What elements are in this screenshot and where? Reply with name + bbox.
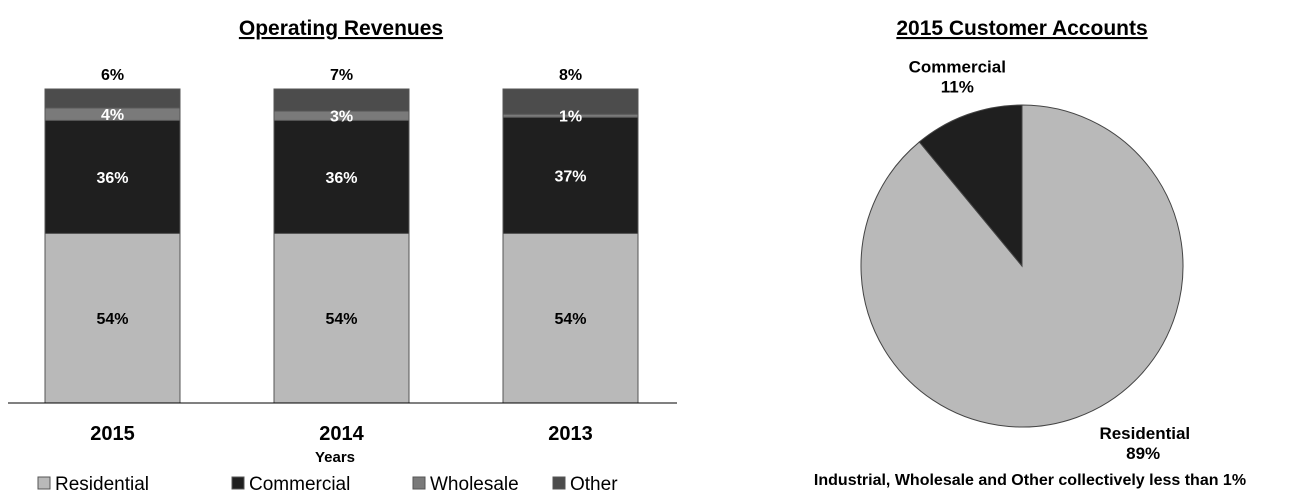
bar-label-2013-other: 8% — [559, 67, 582, 84]
legend-label-wholesale: Wholesale — [430, 474, 519, 495]
bar-2013-other — [502, 88, 639, 115]
legend-label-commercial: Commercial — [249, 474, 350, 495]
legend-label-other: Other — [570, 474, 618, 495]
bar-chart-title: Operating Revenues — [239, 17, 443, 40]
bar-group: 54% 36% 4% 6% 54% 36% 3% 7% 54% 37% 1% 8% — [44, 67, 639, 404]
bar-label-2013-wholesale: 1% — [559, 109, 582, 126]
x-axis-title: Years — [315, 449, 355, 466]
pie-slice-commercial — [918, 104, 1023, 268]
year-label-group: 2015 2014 2013 — [90, 423, 593, 445]
pie-group — [860, 104, 1184, 428]
pie-label-name-commercial: Commercial — [909, 57, 1006, 76]
pie-chart-title: 2015 Customer Accounts — [896, 17, 1147, 40]
legend-swatch-commercial — [231, 476, 245, 490]
operating-revenues-chart: Operating Revenues 54%36%4%6%54%36%3%7%5… — [8, 17, 677, 495]
bar-2015-commercial — [44, 119, 181, 234]
bar-2013-commercial — [502, 116, 639, 234]
legend: Residential Commercial Wholesale Other — [37, 474, 618, 495]
x-tick-label-2015: 2015 — [90, 423, 135, 445]
bar-2015-other — [44, 88, 181, 109]
bar-label-2014-wholesale: 3% — [330, 109, 353, 126]
x-tick-label-2014: 2014 — [319, 423, 364, 445]
legend-swatch-residential — [37, 476, 51, 490]
pie-label-value-residential: 89% — [1126, 444, 1160, 463]
legend-swatch-wholesale — [412, 476, 426, 490]
bar-2014-commercial — [273, 119, 410, 234]
bar-label-2015-other: 6% — [101, 67, 124, 84]
legend-swatch-other — [552, 476, 566, 490]
legend-label-residential: Residential — [55, 474, 149, 495]
bar-label-2015-residential: 54% — [96, 311, 128, 328]
bar-label-2015-commercial: 36% — [96, 170, 128, 187]
bar-label-2013-commercial: 37% — [554, 168, 586, 185]
bar-label-2014-other: 7% — [330, 67, 353, 84]
pie-label-name-residential: Residential — [1099, 424, 1190, 443]
bar-2014-residential — [273, 232, 410, 404]
bar-label-2015-wholesale: 4% — [101, 107, 124, 124]
bar-label-2013-residential: 54% — [554, 311, 586, 328]
x-tick-label-2013: 2013 — [548, 423, 593, 445]
bar-2014-other — [273, 88, 410, 112]
pie-label-value-commercial: 11% — [941, 77, 974, 96]
bar-label-2014-residential: 54% — [325, 311, 357, 328]
bar-label-2014-commercial: 36% — [325, 170, 357, 187]
pie-footnote: Industrial, Wholesale and Other collecti… — [814, 472, 1246, 489]
bar-2015-residential — [44, 232, 181, 404]
